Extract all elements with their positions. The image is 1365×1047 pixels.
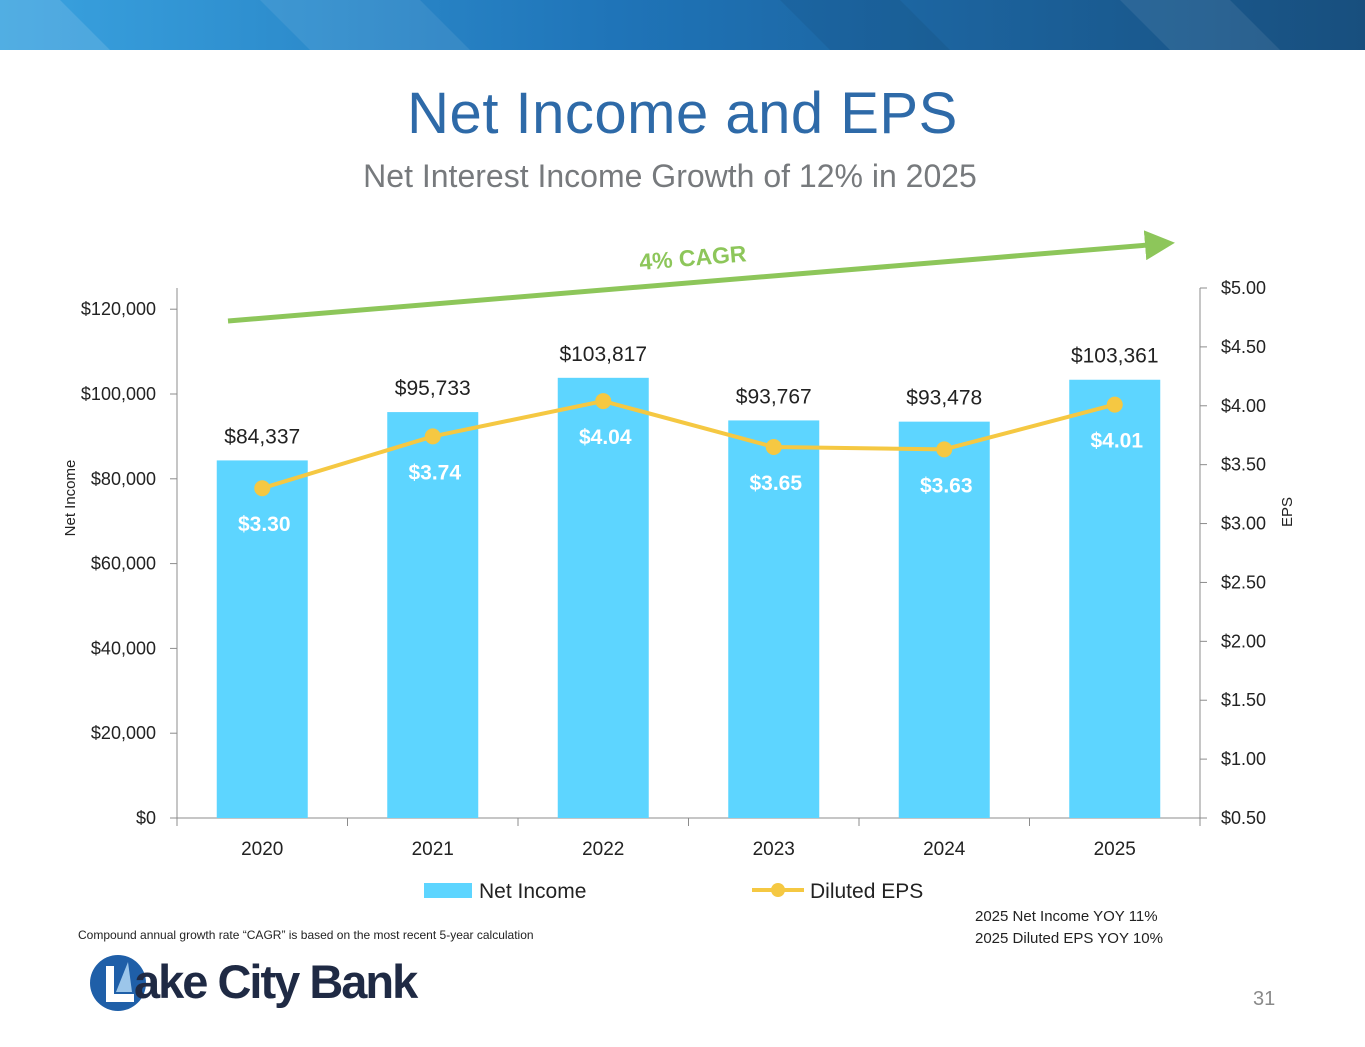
x-tick-label: 2025 [1094, 839, 1136, 860]
yoy-summary: 2025 Net Income YOY 11% 2025 Diluted EPS… [975, 906, 1163, 950]
slide-subtitle: Net Interest Income Growth of 12% in 202… [363, 158, 977, 194]
y2-tick-label: $2.50 [1221, 572, 1266, 592]
y-axis-left-title: Net Income [62, 460, 79, 537]
eps-point [254, 480, 271, 497]
bar-series: $84,337 $95,733 $103,817 $93,767 $93,478 $103… [216, 343, 1161, 818]
bar-data-label: $103,361 [1071, 345, 1159, 368]
bar-data-label: $103,817 [559, 343, 647, 366]
cagr-arrow [227, 230, 1175, 324]
y-tick-label: $20,000 [91, 723, 156, 743]
bar-net-income [728, 420, 820, 818]
legend-label-net-income: Net Income [479, 880, 586, 903]
legend-swatch-net-income [424, 883, 472, 898]
x-tick-label: 2020 [241, 839, 283, 860]
header-band [0, 0, 1365, 50]
bar-net-income [387, 412, 479, 818]
y-tick-label: $120,000 [81, 299, 156, 319]
y-tick-label: $0 [136, 808, 156, 828]
x-axis: 2020 2021 2022 2023 2024 2025 [176, 817, 1201, 860]
y-tick-label: $80,000 [91, 469, 156, 489]
eps-data-label: $4.01 [1090, 430, 1143, 453]
x-tick-label: 2021 [412, 839, 454, 860]
y-tick-label: $100,000 [81, 384, 156, 404]
y2-tick-label: $3.50 [1221, 455, 1266, 475]
chart-legend: Net Income Diluted EPS [424, 880, 923, 903]
eps-data-label: $4.04 [579, 426, 632, 449]
eps-point [765, 439, 782, 455]
chart: 4% CAGR $0 $20,000 $40,000 $60,000 $80,000 $1… [62, 230, 1296, 903]
bar-net-income [1069, 379, 1161, 818]
eps-data-label: $3.30 [238, 513, 291, 536]
x-tick-label: 2023 [753, 839, 795, 860]
eps-data-label: $3.65 [749, 472, 802, 495]
y-axis-right-title: EPS [1279, 497, 1296, 527]
yoy-diluted-eps: 2025 Diluted EPS YOY 10% [975, 930, 1163, 947]
lake-city-bank-logo: ake City Bank [88, 952, 418, 1014]
logo-mark-icon [90, 955, 146, 1011]
y2-tick-label: $4.00 [1221, 396, 1266, 416]
page-number: 31 [1253, 988, 1276, 1010]
eps-line [261, 399, 1116, 491]
cagr-label: 4% CAGR [638, 240, 748, 275]
y2-tick-label: $3.00 [1221, 514, 1266, 534]
eps-point [424, 428, 441, 445]
eps-data-label: $3.63 [920, 474, 973, 497]
y2-tick-label: $1.00 [1221, 749, 1266, 769]
yoy-net-income: 2025 Net Income YOY 11% [975, 908, 1158, 925]
legend-label-diluted-eps: Diluted EPS [810, 880, 923, 903]
y2-tick-label: $2.00 [1221, 631, 1266, 651]
eps-point [936, 441, 953, 458]
y-tick-label: $60,000 [91, 554, 156, 574]
bar-net-income [216, 460, 308, 818]
eps-point [1106, 396, 1123, 413]
y2-tick-label: $1.50 [1221, 690, 1266, 710]
bar-data-label: $95,733 [395, 377, 471, 400]
logo-wordmark: ake City Bank [134, 955, 418, 1008]
y2-tick-label: $5.00 [1221, 278, 1266, 298]
y2-tick-label: $4.50 [1221, 337, 1266, 357]
x-tick-label: 2024 [923, 839, 966, 860]
x-tick-label: 2022 [582, 839, 624, 860]
bar-net-income [557, 377, 649, 818]
eps-line-series: $3.30 $3.74 $4.04 $3.65 $3.63 $4.01 [238, 393, 1143, 536]
y-axis-right: $0.50 $1.00 $1.50 $2.00 $2.50 $3.00 $3.50 $4.00… [1199, 278, 1266, 828]
eps-point [595, 393, 612, 410]
y2-tick-label: $0.50 [1221, 808, 1266, 828]
y-axis-left: $0 $20,000 $40,000 $60,000 $80,000 $100,000 $1… [81, 288, 178, 828]
cagr-footnote: Compound annual growth rate “CAGR” is ba… [78, 928, 534, 942]
y-tick-label: $40,000 [91, 638, 156, 658]
slide-title: Net Income and EPS [407, 81, 958, 146]
bar-net-income [898, 421, 990, 818]
bar-data-label: $84,337 [224, 425, 300, 448]
legend-marker-diluted-eps [771, 883, 785, 897]
bar-data-label: $93,478 [906, 387, 982, 410]
eps-data-label: $3.74 [408, 461, 461, 484]
header-band-graphic [0, 0, 1365, 50]
bar-data-label: $93,767 [736, 385, 812, 408]
